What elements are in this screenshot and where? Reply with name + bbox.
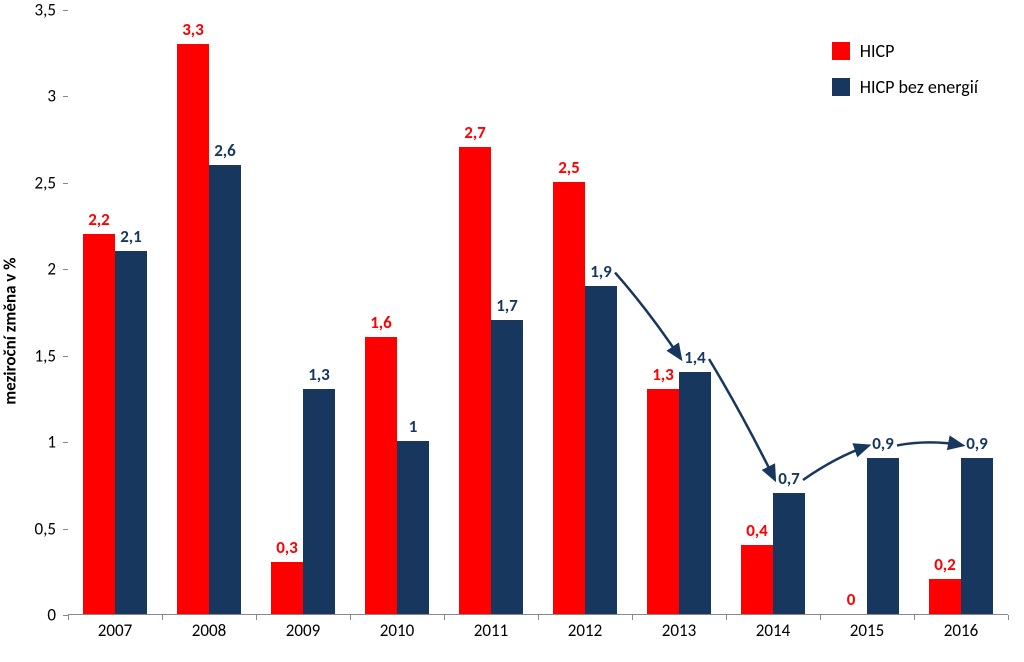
y-tick bbox=[63, 442, 68, 443]
y-tick-label: 2 bbox=[16, 259, 56, 280]
bar-hicp bbox=[365, 337, 397, 614]
x-tick bbox=[538, 615, 539, 620]
bar-value-label: 0 bbox=[847, 589, 856, 610]
bar-hicp-ex-energy bbox=[679, 372, 711, 614]
y-tick-label: 2,5 bbox=[16, 172, 56, 193]
chart-container: 2,2 2,1 3,3 2,6 0,3 1,3 1,6 1 2,7 1,7 2,5 1,9 1,3 1,4… bbox=[68, 10, 1008, 615]
x-tick bbox=[914, 615, 915, 620]
legend-item-hicp: HICP bbox=[832, 40, 978, 62]
x-tick bbox=[726, 615, 727, 620]
bar-hicp-ex-energy bbox=[491, 320, 523, 614]
legend-label: HICP bbox=[860, 40, 895, 62]
bar-value-label: 0,9 bbox=[872, 433, 894, 454]
x-tick-label: 2013 bbox=[662, 620, 696, 641]
bar-hicp-ex-energy bbox=[115, 251, 147, 614]
bar-value-label: 0,2 bbox=[934, 554, 956, 575]
bar-value-label: 2,5 bbox=[558, 157, 580, 178]
y-tick bbox=[63, 10, 68, 11]
bar-hicp bbox=[929, 579, 961, 614]
x-tick bbox=[350, 615, 351, 620]
y-tick-label: 1,5 bbox=[16, 345, 56, 366]
bar-hicp bbox=[83, 234, 115, 614]
x-tick bbox=[632, 615, 633, 620]
bar-value-label: 2,2 bbox=[88, 209, 110, 230]
bar-value-label: 1 bbox=[409, 416, 418, 437]
x-tick-label: 2007 bbox=[98, 620, 132, 641]
legend: HICP HICP bez energií bbox=[832, 40, 978, 112]
y-tick bbox=[63, 96, 68, 97]
bar-value-label: 0,9 bbox=[966, 433, 988, 454]
x-tick-label: 2009 bbox=[286, 620, 320, 641]
x-tick bbox=[256, 615, 257, 620]
bar-value-label: 1,6 bbox=[370, 312, 392, 333]
bar-hicp bbox=[459, 147, 491, 614]
y-tick-label: 3,5 bbox=[16, 0, 56, 21]
bar-hicp-ex-energy bbox=[961, 458, 993, 614]
x-tick-label: 2011 bbox=[474, 620, 508, 641]
bar-value-label: 0,4 bbox=[746, 520, 768, 541]
bar-value-label: 1,7 bbox=[496, 295, 518, 316]
bar-hicp-ex-energy bbox=[773, 493, 805, 614]
bar-hicp bbox=[271, 562, 303, 614]
legend-label: HICP bez energií bbox=[860, 76, 978, 98]
y-tick bbox=[63, 269, 68, 270]
bar-hicp-ex-energy bbox=[209, 165, 241, 614]
x-tick bbox=[68, 615, 69, 620]
bar-value-label: 3,3 bbox=[182, 19, 204, 40]
bar-value-label: 1,3 bbox=[308, 364, 330, 385]
bar-hicp-ex-energy bbox=[585, 286, 617, 614]
legend-item-hicp-ex-energy: HICP bez energií bbox=[832, 76, 978, 98]
x-tick-label: 2015 bbox=[850, 620, 884, 641]
x-tick-label: 2008 bbox=[192, 620, 226, 641]
x-tick-label: 2016 bbox=[944, 620, 978, 641]
bar-hicp bbox=[647, 389, 679, 614]
legend-swatch bbox=[832, 78, 850, 96]
x-tick bbox=[820, 615, 821, 620]
bar-value-label: 1,3 bbox=[652, 364, 674, 385]
bar-value-label: 1,4 bbox=[684, 347, 706, 368]
bar-hicp-ex-energy bbox=[303, 389, 335, 614]
x-tick-label: 2010 bbox=[380, 620, 414, 641]
bar-value-label: 2,1 bbox=[120, 226, 142, 247]
y-tick-label: 3 bbox=[16, 86, 56, 107]
bar-value-label: 2,6 bbox=[214, 140, 236, 161]
bar-value-label: 2,7 bbox=[464, 122, 486, 143]
x-tick-label: 2014 bbox=[756, 620, 790, 641]
y-tick bbox=[63, 183, 68, 184]
y-tick-label: 1 bbox=[16, 432, 56, 453]
x-tick-label: 2012 bbox=[568, 620, 602, 641]
bar-value-label: 1,9 bbox=[590, 261, 612, 282]
legend-swatch bbox=[832, 42, 850, 60]
bar-hicp bbox=[741, 545, 773, 614]
y-tick-label: 0 bbox=[16, 605, 56, 626]
bar-hicp bbox=[553, 182, 585, 614]
bar-hicp-ex-energy bbox=[867, 458, 899, 614]
x-tick bbox=[162, 615, 163, 620]
x-tick bbox=[1008, 615, 1009, 620]
bar-value-label: 0,7 bbox=[778, 468, 800, 489]
bar-value-label: 0,3 bbox=[276, 537, 298, 558]
y-tick-label: 0,5 bbox=[16, 518, 56, 539]
y-tick bbox=[63, 529, 68, 530]
x-tick bbox=[444, 615, 445, 620]
y-tick bbox=[63, 356, 68, 357]
bar-hicp-ex-energy bbox=[397, 441, 429, 614]
bar-hicp bbox=[177, 44, 209, 614]
